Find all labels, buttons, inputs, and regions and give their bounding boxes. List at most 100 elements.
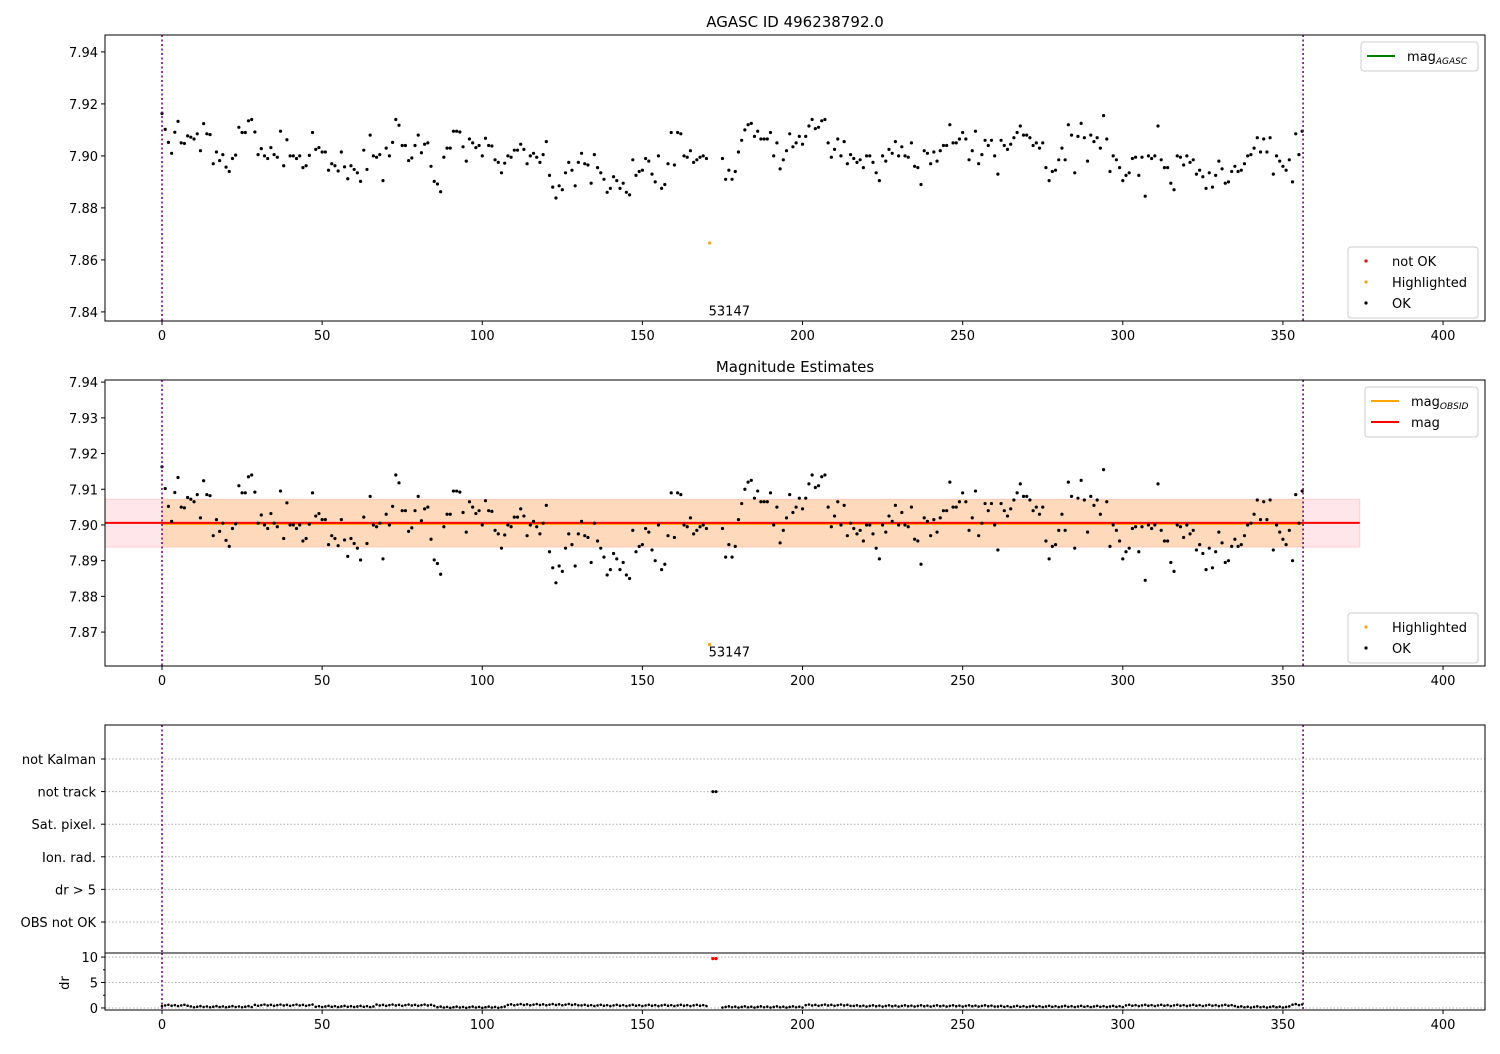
dr-point	[958, 1004, 961, 1007]
dr-point	[375, 1003, 378, 1006]
middle-ok-point	[903, 523, 907, 527]
dr-point	[596, 1004, 599, 1007]
top-ok-point	[692, 160, 696, 164]
top-ok-point	[1150, 156, 1154, 161]
dr-point	[407, 1003, 410, 1006]
middle-xtick-label: 350	[1271, 674, 1296, 689]
middle-ok-point	[397, 481, 401, 485]
top-ok-point	[387, 154, 391, 158]
dr-point	[285, 1003, 289, 1007]
dr-point	[224, 1006, 228, 1009]
dr-xtick-label: 150	[630, 1018, 655, 1033]
dr-point	[577, 1003, 580, 1007]
middle-ok-point	[999, 501, 1003, 506]
dr-point	[1243, 1005, 1246, 1009]
middle-ok-point	[887, 514, 891, 518]
top-ok-point	[1146, 154, 1151, 158]
dr-point	[288, 1004, 292, 1008]
top-ok-point	[272, 153, 276, 157]
top-ok-point	[663, 182, 667, 187]
middle-ok-point	[189, 497, 193, 501]
dr-point	[692, 1004, 695, 1007]
top-ok-point	[173, 130, 177, 134]
top-xtick-label: 100	[470, 329, 495, 344]
dr-point	[426, 1004, 430, 1007]
top-xtick-label: 350	[1271, 329, 1296, 344]
top-ok-point	[410, 156, 414, 160]
middle-ok-point	[455, 489, 459, 493]
dr-point	[365, 1004, 369, 1008]
dr-point	[529, 1003, 532, 1007]
middle-ok-point	[1133, 525, 1138, 529]
top-ok-point	[394, 117, 398, 122]
dr-point	[538, 1003, 542, 1007]
top-ok-point	[464, 159, 468, 163]
top-ok-point	[922, 149, 926, 153]
top-ok-point	[512, 148, 516, 152]
top-ok-point	[1287, 158, 1291, 162]
middle-ok-point	[250, 473, 254, 477]
middle-ok-point	[301, 539, 305, 543]
top-ok-point	[730, 177, 734, 181]
dr-point	[814, 1003, 817, 1007]
top-ok-point	[945, 143, 949, 148]
middle-ok-point	[1204, 567, 1208, 572]
middle-ok-point	[788, 493, 792, 497]
top-lower-legend-marker	[1364, 280, 1368, 284]
top-ok-point	[951, 141, 955, 145]
middle-ok-point	[951, 505, 955, 509]
middle-ok-point	[474, 511, 478, 516]
top-ok-point	[842, 140, 846, 144]
middle-ok-point	[1108, 544, 1112, 548]
dr-point	[314, 1005, 318, 1009]
top-ok-point	[916, 166, 920, 170]
top-xtick-label: 150	[630, 329, 655, 344]
dr-point	[186, 1004, 189, 1008]
middle-annotation: 53147	[709, 646, 750, 661]
middle-ok-point	[285, 501, 289, 505]
top-ok-point	[250, 117, 254, 122]
top-ok-point	[166, 140, 171, 144]
middle-ok-point	[371, 523, 375, 527]
top-ok-point	[800, 142, 805, 146]
dr-point	[580, 1004, 583, 1007]
dr-point	[1054, 1004, 1057, 1008]
middle-ok-point	[557, 564, 561, 568]
middle-ok-point	[387, 523, 391, 527]
top-ok-point	[1098, 146, 1102, 150]
dr-point	[1063, 1004, 1067, 1008]
middle-ok-point	[471, 505, 475, 509]
dr-point	[842, 1004, 846, 1007]
middle-ok-point	[848, 521, 853, 525]
top-ok-point	[1037, 146, 1042, 150]
middle-ok-point	[736, 518, 741, 522]
top-ok-point	[772, 154, 776, 158]
top-ok-point	[932, 150, 936, 154]
middle-ok-point	[845, 534, 849, 538]
top-xtick-label: 300	[1110, 329, 1135, 344]
top-ok-point	[909, 141, 914, 145]
middle-ok-point	[1223, 560, 1227, 565]
middle-ok-point	[941, 509, 946, 513]
top-ok-point	[1204, 186, 1208, 190]
top-ok-point	[262, 154, 267, 158]
top-ytick-label: 7.94	[69, 46, 98, 61]
dr-point	[798, 1005, 801, 1008]
middle-ok-point	[432, 558, 436, 562]
dr-point	[218, 1005, 221, 1009]
dr-point	[1095, 1004, 1099, 1008]
middle-ok-point	[727, 543, 731, 547]
middle-ok-point	[272, 521, 276, 525]
dr-point	[724, 1005, 727, 1009]
top-ok-point	[269, 145, 273, 150]
top-ok-point	[765, 137, 769, 141]
dr-point	[1022, 1004, 1025, 1008]
top-ok-point	[467, 137, 472, 141]
dr-point	[1102, 1004, 1105, 1008]
middle-ok-point	[1226, 559, 1231, 563]
middle-ok-point	[961, 491, 965, 495]
top-ok-point	[1053, 168, 1058, 172]
middle-ok-point	[451, 489, 456, 493]
top-ok-point	[810, 117, 814, 122]
dr-point	[1211, 1004, 1214, 1008]
